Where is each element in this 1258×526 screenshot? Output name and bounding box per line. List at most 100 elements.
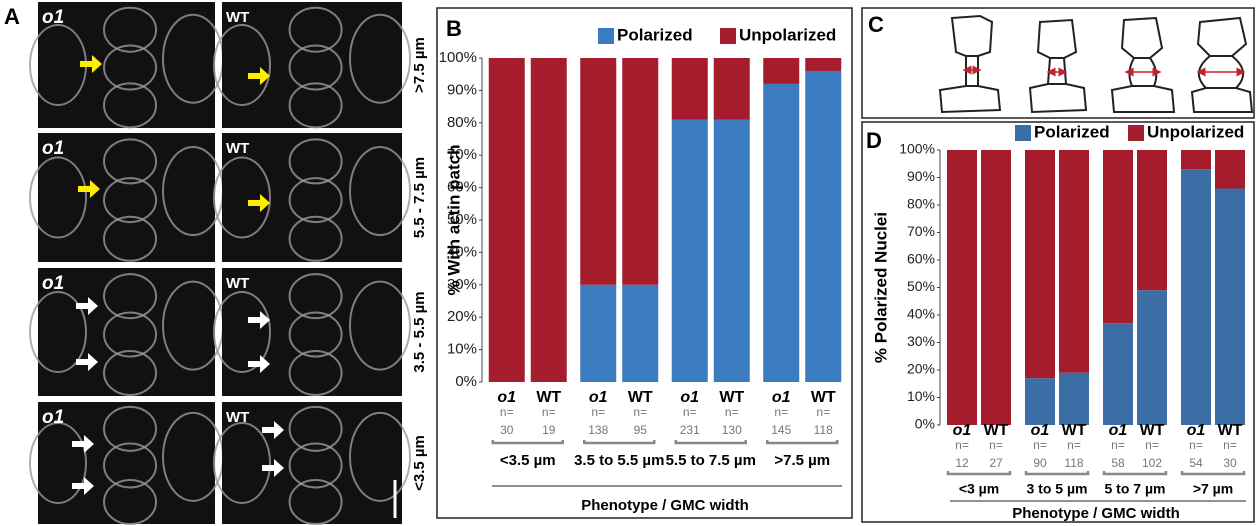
bar-segment (622, 58, 659, 285)
y-tick-label: 60% (447, 179, 477, 196)
bar-segment (622, 284, 659, 382)
bar-segment (1103, 323, 1133, 425)
micrograph (222, 2, 402, 128)
y-tick-label: 100% (899, 141, 935, 157)
n-count: 102 (1142, 456, 1162, 470)
cell-outline (103, 479, 158, 526)
bar-segment (1137, 150, 1167, 291)
n-prefix: n= (1223, 438, 1237, 452)
bar-segment (1215, 150, 1245, 189)
cell-outline (288, 479, 343, 526)
cell-outline (349, 280, 411, 371)
cell-outline (349, 411, 411, 502)
panel-label: A (4, 4, 20, 29)
micrograph (38, 2, 215, 128)
cell-outline (29, 291, 87, 373)
cell-outline (349, 146, 411, 237)
group-bracket (946, 471, 1012, 476)
n-count: 54 (1189, 456, 1203, 470)
micrograph (38, 133, 215, 262)
group-label: >7 µm (1193, 481, 1233, 497)
bar-segment (981, 150, 1011, 425)
arrow (248, 67, 270, 85)
bar-segment (671, 119, 708, 382)
n-count: 90 (1033, 456, 1047, 470)
n-prefix: n= (1067, 438, 1081, 452)
y-tick-label: 90% (907, 168, 935, 184)
cell-outline (29, 422, 87, 504)
arrow (248, 311, 270, 329)
panel-label: C (868, 12, 884, 37)
n-prefix: n= (542, 405, 556, 419)
y-tick-label: 50% (447, 211, 477, 228)
x-tick-label: o1 (953, 422, 972, 439)
n-count: 231 (680, 423, 700, 437)
arrow (248, 194, 270, 212)
cell-outline (103, 177, 158, 224)
n-count: 19 (542, 423, 556, 437)
group-label: <3 µm (959, 481, 999, 497)
bar-segment (530, 58, 567, 382)
bar-segment (671, 58, 708, 120)
y-tick-label: 0% (915, 416, 935, 432)
cell-outline (103, 349, 158, 396)
arrow (72, 435, 94, 453)
n-count: 145 (771, 423, 791, 437)
y-tick-label: 80% (447, 114, 477, 131)
micrograph (38, 268, 215, 396)
bar-segment (580, 58, 617, 285)
cell-outline (103, 215, 158, 262)
arrow (80, 55, 102, 73)
bar-segment (947, 150, 977, 425)
arrow (262, 459, 284, 477)
cell-diagrams (938, 14, 1254, 114)
n-count: 27 (989, 456, 1003, 470)
row-label: <3.5 µm (411, 435, 428, 491)
row-label: 3.5 - 5.5 µm (411, 291, 428, 372)
x-axis-title: Phenotype / GMC width (1012, 505, 1180, 522)
x-tick-label: o1 (772, 389, 791, 406)
x-tick-label: WT (984, 422, 1009, 439)
group-label: <3.5 µm (500, 452, 556, 469)
bar-segment (1181, 169, 1211, 425)
y-tick-label: 20% (907, 361, 935, 377)
cell-outline (103, 405, 158, 452)
x-axis-title: Phenotype / GMC width (581, 497, 749, 514)
bar-segment (713, 58, 750, 120)
y-tick-label: 80% (907, 196, 935, 212)
cell-outline (288, 405, 343, 452)
panel-a: o1 WT >7.5 µm o1 WT 5.5 - 7.5 µm o1 WT 3.5 - 5.5… (29, 2, 428, 526)
arrow (76, 353, 98, 371)
n-prefix: n= (683, 405, 697, 419)
panel-label: D (866, 128, 882, 153)
group-label: 3.5 to 5.5 µm (574, 452, 664, 469)
group-label: 3 to 5 µm (1027, 481, 1088, 497)
cell-outline (288, 442, 343, 489)
y-tick-label: 10% (907, 388, 935, 404)
cell-outline (288, 177, 343, 224)
n-prefix: n= (989, 438, 1003, 452)
bar-segment (1025, 150, 1055, 379)
n-prefix: n= (816, 405, 830, 419)
y-tick-label: 70% (907, 223, 935, 239)
x-tick-label: o1 (1187, 422, 1206, 439)
n-prefix: n= (633, 405, 647, 419)
cell-outline (288, 311, 343, 358)
x-tick-label: WT (1218, 422, 1243, 439)
y-tick-label: 10% (447, 341, 477, 358)
legend-swatch (598, 28, 614, 44)
n-prefix: n= (1033, 438, 1047, 452)
n-prefix: n= (774, 405, 788, 419)
panel-frame (861, 121, 1255, 523)
n-count: 95 (634, 423, 648, 437)
cell-outline (213, 24, 271, 106)
group-label: 5 to 7 µm (1105, 481, 1166, 497)
y-tick-label: 40% (907, 306, 935, 322)
cell-outline (213, 422, 271, 504)
x-tick-label: o1 (680, 389, 699, 406)
legend-label: Polarized (1034, 122, 1110, 141)
group-bracket (1180, 471, 1246, 476)
group-bracket (583, 440, 656, 445)
y-tick-label: 30% (447, 276, 477, 293)
cell-outline (103, 273, 158, 320)
